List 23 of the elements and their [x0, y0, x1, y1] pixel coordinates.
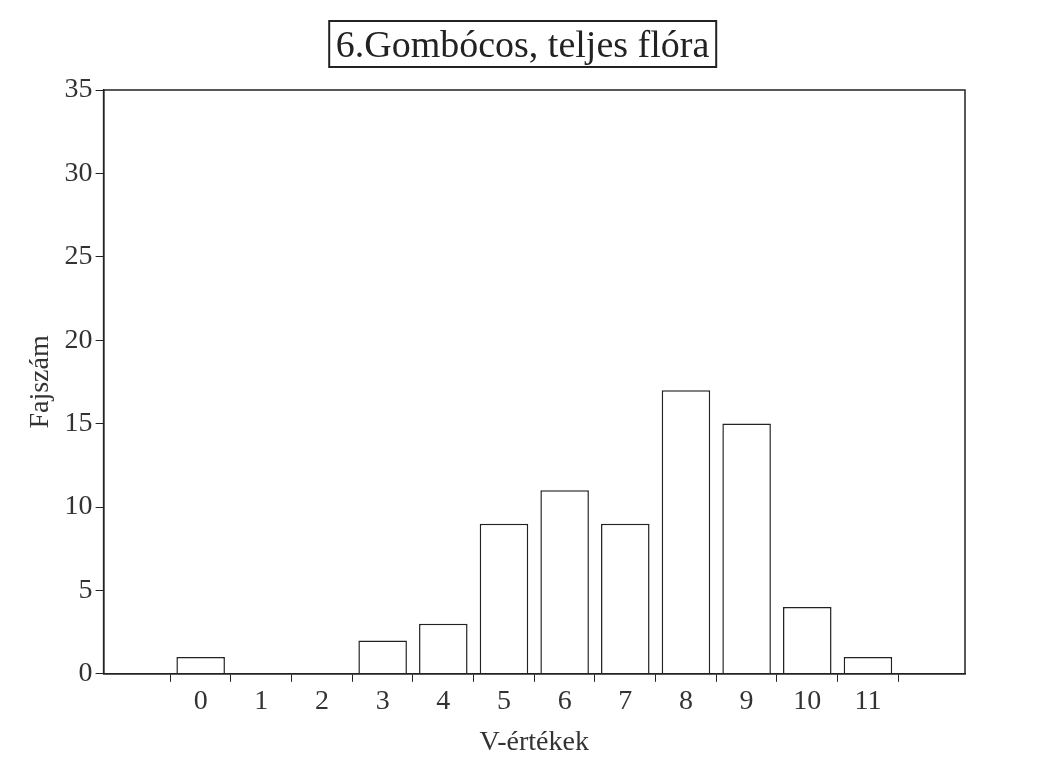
x-tick-label: 0 [193, 683, 208, 715]
x-tick-label: 8 [678, 683, 693, 715]
x-tick-label: 1 [254, 683, 269, 715]
x-tick-label: 2 [314, 683, 329, 715]
x-tick-label: 9 [739, 683, 754, 715]
y-tick-label: 0 [78, 656, 93, 688]
y-tick-label: 15 [64, 405, 93, 437]
x-tick-label: 10 [793, 683, 822, 715]
y-tick-label: 10 [64, 489, 93, 521]
x-axis-title: V-értékek [479, 724, 589, 756]
x-tick-label: 7 [618, 683, 633, 715]
x-tick-label: 11 [854, 683, 882, 715]
x-tick-label: 6 [557, 683, 572, 715]
y-tick-label: 5 [78, 572, 93, 604]
y-tick-label: 35 [64, 72, 93, 104]
chart-title: 6.Gombócos, teljes flóra [327, 20, 718, 68]
x-tick-label: 4 [436, 683, 451, 715]
y-tick-label: 20 [64, 322, 93, 354]
y-axis-title: Fajszám [23, 335, 55, 429]
y-tick-label: 25 [64, 239, 93, 271]
x-tick-label: 3 [375, 683, 390, 715]
y-tick-label: 30 [64, 155, 93, 187]
x-tick-label: 5 [496, 683, 511, 715]
